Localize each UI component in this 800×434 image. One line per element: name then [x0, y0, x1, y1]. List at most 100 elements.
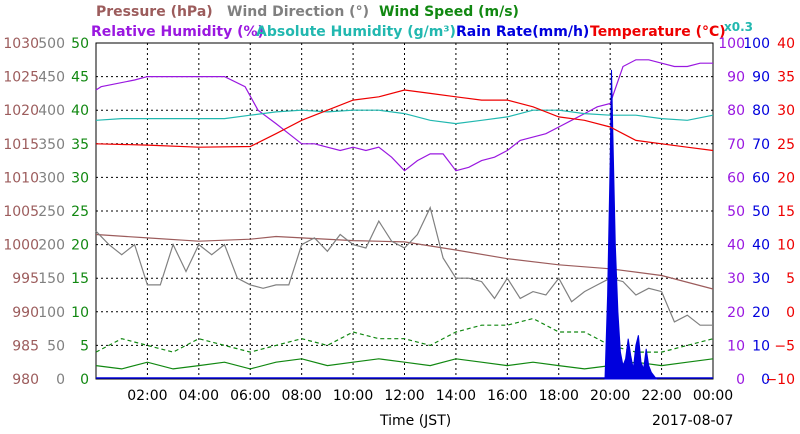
y-tick-label: 45: [71, 70, 89, 86]
y-tick-label: 15: [777, 204, 795, 220]
x-tick-label: 16:00: [487, 388, 527, 404]
y-tick-label: 995: [12, 271, 39, 287]
legend-relative-humidity: Relative Humidity (%): [91, 24, 264, 40]
x-tick-label: 10:00: [333, 388, 373, 404]
legend-temperature: Temperature (°C): [590, 24, 726, 40]
y-tick-label: −10: [765, 372, 795, 388]
y-tick-label: 50: [47, 338, 65, 354]
legend-rain-rate: Rain Rate(mm/h): [456, 24, 589, 40]
y-tick-label: 350: [38, 137, 65, 153]
y-tick-label: 1025: [3, 70, 39, 86]
y-tick-label: 40: [777, 36, 795, 52]
y-tick-label: 0: [56, 372, 65, 388]
y-tick-label: 400: [38, 103, 65, 119]
y-axis-labels: 1030102510201015101010051000995990985980…: [3, 36, 795, 388]
y-tick-label: 5: [80, 338, 89, 354]
y-tick-label: 30: [727, 271, 745, 287]
plot-frame: [95, 42, 714, 380]
series-pressure-hpa: [95, 233, 714, 290]
y-tick-label: 30: [71, 170, 89, 186]
x-tick-label: 04:00: [179, 388, 219, 404]
legend-pressure: Pressure (hPa): [96, 4, 213, 20]
y-tick-label: 100: [743, 36, 770, 52]
legend-wind-direction: Wind Direction (°): [227, 4, 369, 20]
series-rain-rate-mm-h: [604, 69, 658, 380]
y-tick-label: 10: [752, 338, 770, 354]
y-tick-label: 60: [752, 170, 770, 186]
series-temperature-c: [95, 89, 714, 152]
x-tick-label: 14:00: [436, 388, 476, 404]
y-tick-label: 40: [727, 238, 745, 254]
y-tick-label: 5: [786, 271, 795, 287]
y-tick-label: 70: [752, 137, 770, 153]
legend-wind-speed: Wind Speed (m/s): [379, 4, 519, 20]
series-relative-humidity: [95, 59, 713, 172]
y-tick-label: 40: [71, 103, 89, 119]
series-wind-speed-m-s-gust: [95, 317, 714, 353]
y-tick-label: 150: [38, 271, 65, 287]
x-tick-label: 12:00: [384, 388, 424, 404]
y-tick-label: 10: [71, 305, 89, 321]
y-tick-label: 80: [752, 103, 770, 119]
y-tick-label: 15: [71, 271, 89, 287]
x-tick-label: 00:00: [693, 388, 733, 404]
y-tick-label: 80: [727, 103, 745, 119]
y-tick-label: 1010: [3, 170, 39, 186]
y-tick-label: 25: [71, 204, 89, 220]
y-tick-label: 50: [727, 204, 745, 220]
y-tick-label: 20: [777, 170, 795, 186]
plot-area: [95, 59, 714, 380]
y-tick-label: 20: [71, 238, 89, 254]
y-tick-label: 10: [777, 238, 795, 254]
x-axis-labels: 02:00 04:00 06:00 08:00 10:00 12:00 14:00 16:00…: [127, 388, 733, 404]
legend-absolute-humidity: Absolute Humidity (g/m³): [256, 24, 456, 40]
y-tick-label: 30: [752, 271, 770, 287]
multiplier-note: x0.3: [724, 20, 753, 34]
y-tick-label: 100: [38, 305, 65, 321]
y-tick-label: 0: [736, 372, 745, 388]
y-tick-label: 0: [786, 305, 795, 321]
y-tick-label: 500: [38, 36, 65, 52]
x-tick-label: 02:00: [127, 388, 167, 404]
y-tick-label: 985: [12, 338, 39, 354]
y-tick-label: 100: [718, 36, 745, 52]
y-tick-label: 200: [38, 238, 65, 254]
y-tick-label: −5: [774, 338, 795, 354]
date-label: 2017-08-07: [652, 413, 733, 429]
y-tick-label: 1015: [3, 137, 39, 153]
y-tick-label: 90: [727, 70, 745, 86]
y-tick-label: 450: [38, 70, 65, 86]
series-absolute-humidity-g-m: [95, 109, 714, 125]
y-tick-label: 70: [727, 137, 745, 153]
y-tick-label: 35: [777, 70, 795, 86]
grid: [95, 42, 714, 380]
x-tick-label: 08:00: [281, 388, 321, 404]
x-tick-label: 06:00: [230, 388, 270, 404]
x-tick-label: 22:00: [641, 388, 681, 404]
y-tick-label: 250: [38, 204, 65, 220]
y-tick-label: 1030: [3, 36, 39, 52]
series-wind-direction: [95, 205, 713, 326]
y-tick-label: 25: [777, 137, 795, 153]
y-tick-label: 1020: [3, 103, 39, 119]
y-tick-label: 990: [12, 305, 39, 321]
y-tick-label: 0: [80, 372, 89, 388]
y-tick-label: 40: [752, 238, 770, 254]
y-tick-label: 60: [727, 170, 745, 186]
y-tick-label: 10: [727, 338, 745, 354]
y-tick-label: 50: [752, 204, 770, 220]
y-tick-label: 20: [727, 305, 745, 321]
x-tick-label: 18:00: [539, 388, 579, 404]
x-axis-title: Time (JST): [379, 413, 451, 429]
y-tick-label: 1000: [3, 238, 39, 254]
y-tick-label: 50: [71, 36, 89, 52]
y-tick-label: 20: [752, 305, 770, 321]
y-tick-label: 980: [12, 372, 39, 388]
y-tick-label: 0: [761, 372, 770, 388]
x-tick-label: 20:00: [590, 388, 630, 404]
y-tick-label: 35: [71, 137, 89, 153]
y-tick-label: 30: [777, 103, 795, 119]
y-tick-label: 90: [752, 70, 770, 86]
y-tick-label: 1005: [3, 204, 39, 220]
